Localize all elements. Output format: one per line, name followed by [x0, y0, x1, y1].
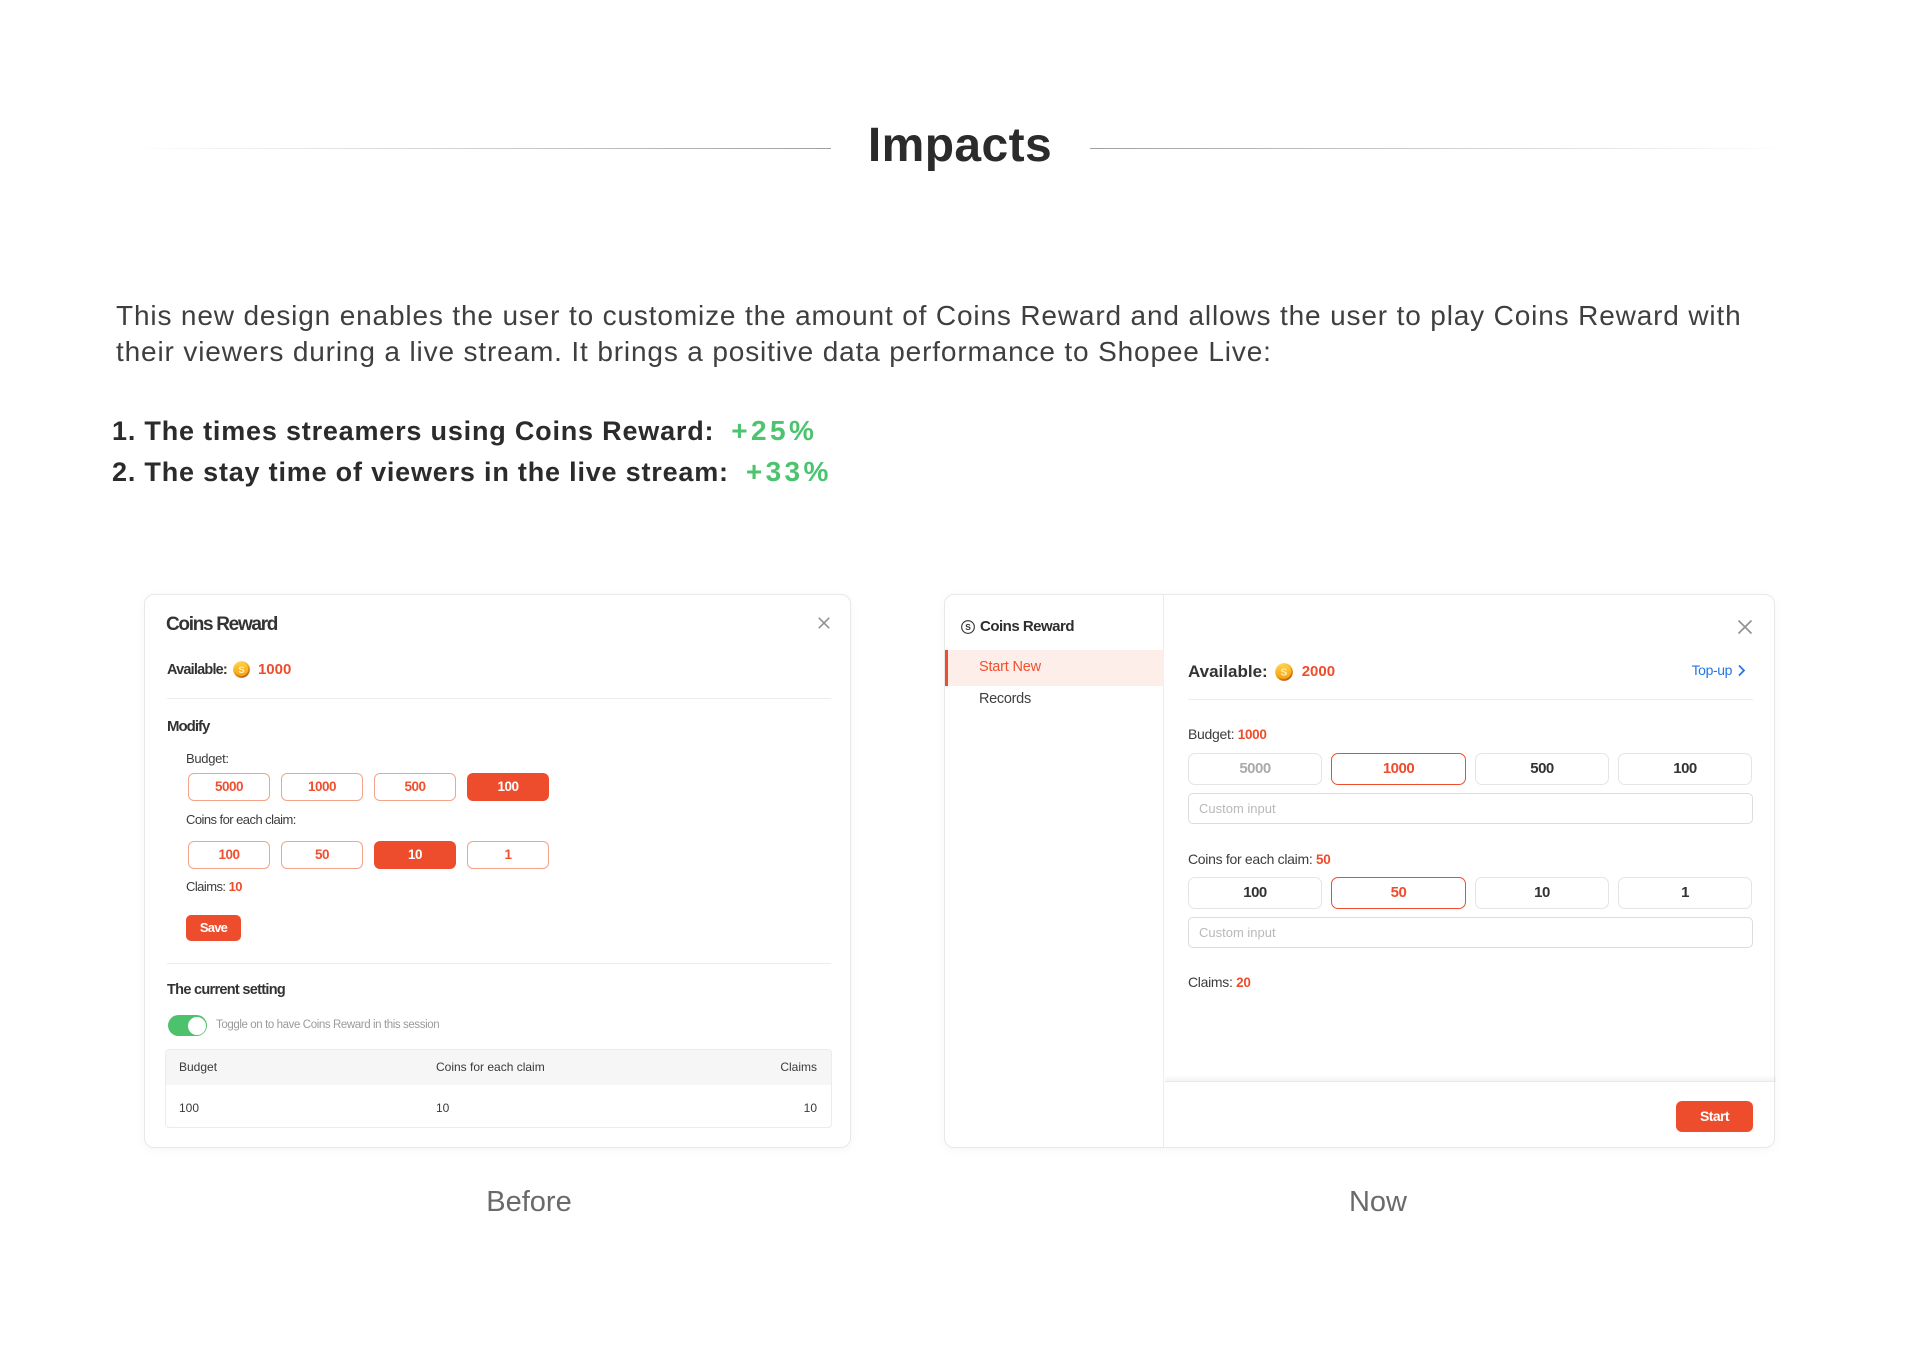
svg-text:S: S — [238, 665, 244, 676]
svg-text:S: S — [965, 622, 971, 632]
svg-text:S: S — [1280, 667, 1287, 678]
